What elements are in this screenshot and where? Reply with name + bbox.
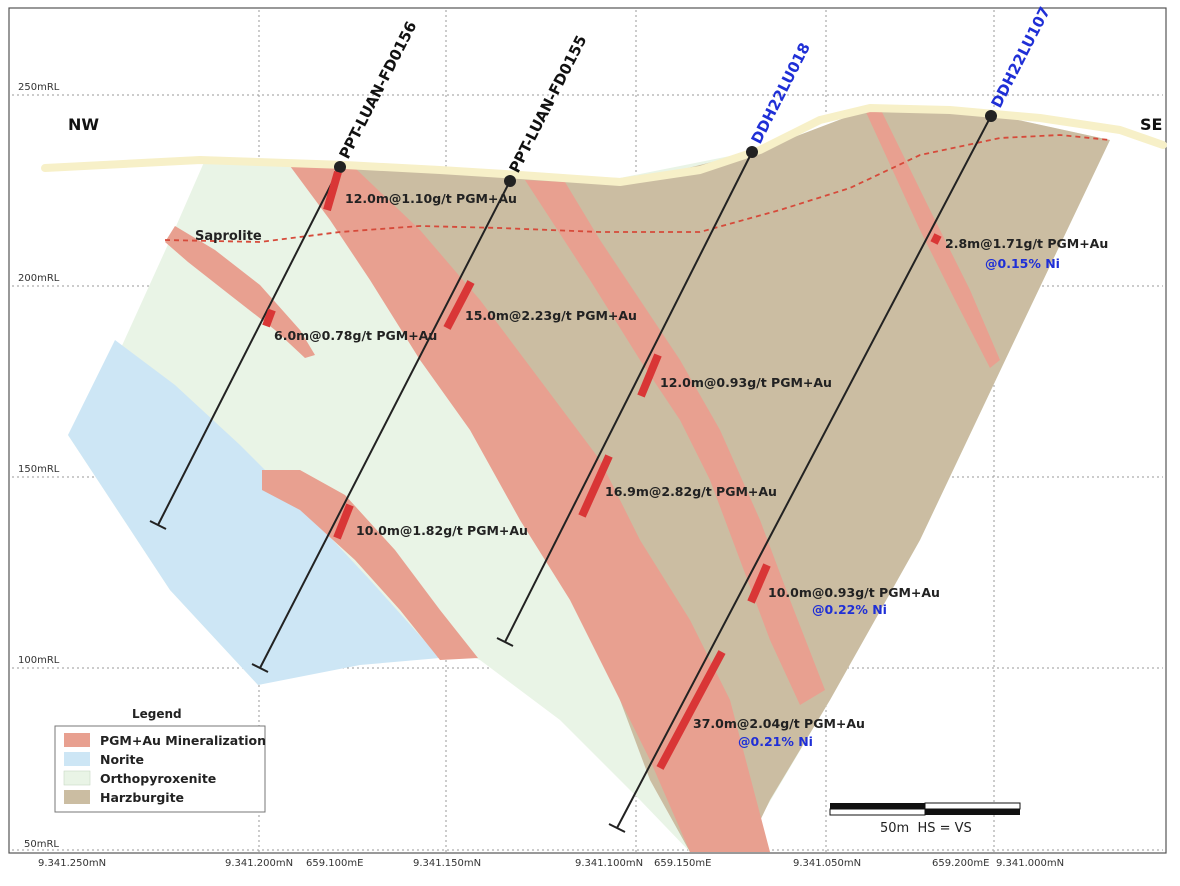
legend-swatch-mineralization — [64, 733, 90, 747]
intercept-bar-6 — [578, 454, 613, 518]
intercept-bar-1 — [323, 170, 342, 212]
intercept-bar-4 — [443, 280, 475, 330]
collar-fd0155 — [504, 175, 516, 187]
coord-label: 659.150mE — [654, 858, 711, 869]
coord-label: 9.341.200mN — [225, 858, 293, 869]
coord-label: 9.341.100mN — [575, 858, 643, 869]
drillhole-trace-lu107 — [616, 115, 992, 829]
drillhole-trace-fd0156 — [157, 166, 341, 526]
intercept-bar-8 — [747, 563, 771, 604]
intercept-ni-7: @0.15% Ni — [985, 256, 1060, 271]
intercept-bar-9 — [656, 650, 726, 770]
coord-label: 9.341.050mN — [793, 858, 861, 869]
elevation-label: 250mRL — [18, 82, 60, 93]
norite-unit — [68, 340, 440, 685]
elevation-label: 100mRL — [18, 655, 60, 666]
intercept-label-4: 15.0m@2.23g/t PGM+Au — [465, 308, 637, 323]
elevation-labels: 250mRL 200mRL 150mRL 100mRL 50mRL — [18, 82, 60, 850]
legend-label-harzburgite: Harzburgite — [100, 790, 184, 805]
legend-swatch-harzburgite — [64, 790, 90, 804]
elevation-label: 200mRL — [18, 273, 60, 284]
scale-bar: 50m HS = VS — [829, 802, 1021, 836]
intercept-bars — [262, 170, 942, 770]
intercept-label-9: 37.0m@2.04g/t PGM+Au — [693, 716, 865, 731]
coord-label: 9.341.250mN — [38, 858, 106, 869]
mineralization-zone-lower-lens — [262, 470, 478, 660]
eoh-tick-lu107 — [608, 823, 626, 833]
legend: Legend PGM+Au Mineralization Norite Orth… — [54, 707, 266, 813]
intercept-bar-5 — [637, 353, 662, 398]
intercept-label-8: 10.0m@0.93g/t PGM+Au — [768, 585, 940, 600]
coord-label: 659.100mE — [306, 858, 363, 869]
intercept-label-7: 2.8m@1.71g/t PGM+Au — [945, 236, 1108, 251]
collar-lu107 — [985, 110, 997, 122]
intercept-label-1: 12.0m@1.10g/t PGM+Au — [345, 191, 517, 206]
intercept-label-6: 16.9m@2.82g/t PGM+Au — [605, 484, 777, 499]
drillhole-trace-fd0155 — [259, 180, 511, 669]
intercept-label-5: 12.0m@0.93g/t PGM+Au — [660, 375, 832, 390]
coordinate-labels: 9.341.250mN 9.341.200mN 659.100mE 9.341.… — [38, 858, 1064, 869]
eoh-tick-fd0156 — [149, 520, 167, 530]
drillhole-traces — [149, 115, 992, 833]
legend-swatch-norite — [64, 752, 90, 766]
legend-title: Legend — [132, 707, 182, 721]
scale-bar-label: 50m HS = VS — [880, 821, 972, 836]
saprolite-label: Saprolite — [195, 229, 262, 244]
collar-fd0156 — [334, 161, 346, 173]
drillhole-trace-lu018 — [504, 151, 753, 643]
intercept-ni-9: @0.21% Ni — [738, 734, 813, 749]
collar-lu018 — [746, 146, 758, 158]
coord-label: 659.200mE — [932, 858, 989, 869]
legend-label-mineralization: PGM+Au Mineralization — [100, 733, 266, 748]
legend-label-orthopyroxenite: Orthopyroxenite — [100, 771, 216, 786]
intercept-bar-3 — [333, 503, 354, 540]
mineralization-zone-saprolite-lens — [165, 226, 315, 358]
intercept-label-3: 10.0m@1.82g/t PGM+Au — [356, 523, 528, 538]
elevation-label: 150mRL — [18, 464, 60, 475]
topography-line — [41, 104, 1167, 186]
intercept-bar-7 — [930, 233, 942, 245]
intercept-ni-8: @0.22% Ni — [812, 602, 887, 617]
coord-label: 9.341.150mN — [413, 858, 481, 869]
legend-swatch-orthopyroxenite — [63, 770, 91, 786]
saprolite-boundary — [164, 134, 1111, 243]
direction-label-nw: NW — [68, 115, 99, 134]
direction-label-se: SE — [1140, 115, 1162, 134]
mineralization-zone-main — [290, 166, 770, 852]
intercept-labels: 12.0m@1.10g/t PGM+Au 6.0m@0.78g/t PGM+Au… — [274, 191, 1108, 749]
elevation-label: 50mRL — [24, 839, 59, 850]
eoh-tick-fd0155 — [251, 663, 269, 673]
intercept-bar-2 — [262, 308, 276, 328]
legend-label-norite: Norite — [100, 752, 144, 767]
collars — [334, 110, 997, 187]
eoh-tick-lu018 — [496, 637, 514, 647]
coord-label: 9.341.000mN — [996, 858, 1064, 869]
intercept-label-2: 6.0m@0.78g/t PGM+Au — [274, 328, 437, 343]
